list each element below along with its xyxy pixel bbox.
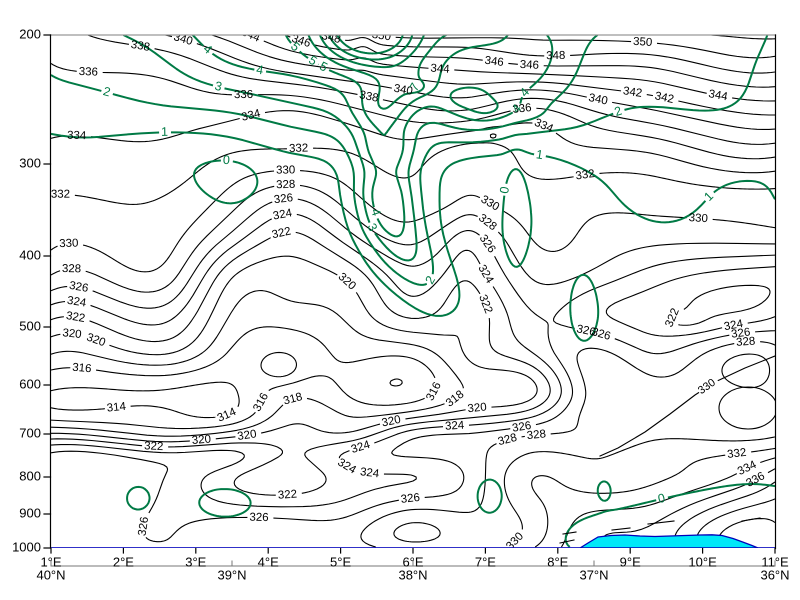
svg-text:340: 340 bbox=[393, 83, 414, 98]
svg-text:326: 326 bbox=[400, 492, 420, 506]
svg-text:400: 400 bbox=[19, 248, 41, 263]
svg-text:1000: 1000 bbox=[12, 540, 41, 555]
svg-text:9°E: 9°E bbox=[620, 555, 641, 570]
svg-text:39°N: 39°N bbox=[217, 568, 246, 583]
svg-text:344: 344 bbox=[239, 26, 262, 45]
svg-text:10°E: 10°E bbox=[688, 555, 717, 570]
svg-text:5°E: 5°E bbox=[330, 555, 351, 570]
svg-text:324: 324 bbox=[272, 207, 294, 222]
svg-text:348: 348 bbox=[320, 30, 341, 46]
svg-text:0: 0 bbox=[222, 153, 230, 167]
svg-text:332: 332 bbox=[575, 168, 596, 182]
svg-text:346: 346 bbox=[484, 55, 505, 69]
svg-text:2°E: 2°E bbox=[113, 555, 134, 570]
svg-text:326: 326 bbox=[249, 512, 268, 524]
svg-text:600: 600 bbox=[19, 377, 41, 392]
svg-text:342: 342 bbox=[654, 90, 675, 106]
svg-text:320: 320 bbox=[191, 433, 211, 447]
svg-text:336: 336 bbox=[512, 102, 532, 116]
svg-text:326: 326 bbox=[273, 192, 293, 206]
svg-text:324: 324 bbox=[445, 420, 465, 433]
svg-text:326: 326 bbox=[511, 420, 532, 435]
svg-text:320: 320 bbox=[381, 414, 402, 430]
svg-text:40°N: 40°N bbox=[36, 568, 65, 583]
svg-text:348: 348 bbox=[546, 50, 565, 62]
svg-text:330: 330 bbox=[688, 212, 708, 225]
svg-text:322: 322 bbox=[271, 225, 292, 241]
svg-text:326: 326 bbox=[731, 326, 752, 340]
svg-text:3: 3 bbox=[213, 79, 223, 94]
svg-text:332: 332 bbox=[289, 142, 308, 154]
svg-text:0: 0 bbox=[497, 185, 512, 194]
svg-text:4: 4 bbox=[368, 207, 383, 218]
svg-text:326: 326 bbox=[68, 280, 89, 295]
svg-text:350: 350 bbox=[633, 36, 653, 49]
svg-text:320: 320 bbox=[237, 428, 258, 443]
svg-text:300: 300 bbox=[19, 156, 41, 171]
svg-text:324: 324 bbox=[359, 466, 380, 480]
svg-text:37°N: 37°N bbox=[579, 568, 608, 583]
svg-text:11°E: 11°E bbox=[761, 555, 789, 570]
svg-text:338: 338 bbox=[358, 89, 379, 105]
svg-text:330: 330 bbox=[276, 164, 295, 176]
svg-text:700: 700 bbox=[19, 426, 41, 441]
svg-text:328: 328 bbox=[736, 336, 756, 349]
svg-text:800: 800 bbox=[19, 469, 41, 484]
svg-text:2: 2 bbox=[102, 84, 112, 99]
svg-text:334: 334 bbox=[240, 107, 262, 123]
svg-text:322: 322 bbox=[144, 440, 164, 453]
svg-text:344: 344 bbox=[707, 88, 729, 103]
svg-text:316: 316 bbox=[72, 362, 92, 376]
svg-text:6°E: 6°E bbox=[402, 555, 423, 570]
svg-text:200: 200 bbox=[19, 27, 41, 42]
svg-text:326: 326 bbox=[590, 326, 612, 343]
svg-text:326: 326 bbox=[575, 323, 596, 339]
svg-text:324: 324 bbox=[66, 295, 87, 310]
svg-text:4°E: 4°E bbox=[258, 555, 279, 570]
svg-text:322: 322 bbox=[277, 488, 297, 501]
svg-text:346: 346 bbox=[519, 59, 539, 72]
svg-text:4: 4 bbox=[255, 62, 264, 77]
svg-text:314: 314 bbox=[106, 401, 127, 415]
svg-text:38°N: 38°N bbox=[398, 568, 427, 583]
svg-text:7°E: 7°E bbox=[475, 555, 496, 570]
svg-text:344: 344 bbox=[430, 63, 451, 76]
svg-text:36°N: 36°N bbox=[760, 568, 789, 583]
svg-text:330: 330 bbox=[59, 237, 79, 250]
svg-text:0: 0 bbox=[657, 491, 667, 506]
svg-text:342: 342 bbox=[622, 85, 643, 100]
svg-text:336: 336 bbox=[78, 66, 98, 79]
svg-text:332: 332 bbox=[727, 447, 748, 461]
svg-text:324: 324 bbox=[723, 318, 745, 333]
svg-text:320: 320 bbox=[467, 401, 487, 415]
svg-text:8°E: 8°E bbox=[547, 555, 568, 570]
svg-text:318: 318 bbox=[282, 391, 304, 407]
svg-text:350: 350 bbox=[371, 29, 392, 44]
svg-text:340: 340 bbox=[587, 92, 608, 108]
svg-text:324: 324 bbox=[350, 439, 372, 456]
svg-text:322: 322 bbox=[65, 310, 86, 325]
svg-text:320: 320 bbox=[62, 327, 82, 341]
svg-text:328: 328 bbox=[497, 432, 519, 448]
svg-text:500: 500 bbox=[19, 319, 41, 334]
svg-text:332: 332 bbox=[51, 189, 70, 201]
svg-text:326: 326 bbox=[136, 516, 151, 537]
svg-text:328: 328 bbox=[62, 263, 81, 275]
svg-text:1: 1 bbox=[535, 147, 544, 162]
svg-text:1°E: 1°E bbox=[40, 555, 61, 570]
svg-text:338: 338 bbox=[130, 39, 151, 54]
svg-text:334: 334 bbox=[67, 130, 87, 143]
svg-text:1: 1 bbox=[161, 125, 168, 139]
svg-text:900: 900 bbox=[19, 506, 41, 521]
svg-text:3°E: 3°E bbox=[185, 555, 206, 570]
svg-text:328: 328 bbox=[526, 428, 546, 442]
svg-text:328: 328 bbox=[276, 179, 296, 192]
svg-text:2: 2 bbox=[613, 104, 624, 119]
svg-text:336: 336 bbox=[234, 89, 253, 101]
